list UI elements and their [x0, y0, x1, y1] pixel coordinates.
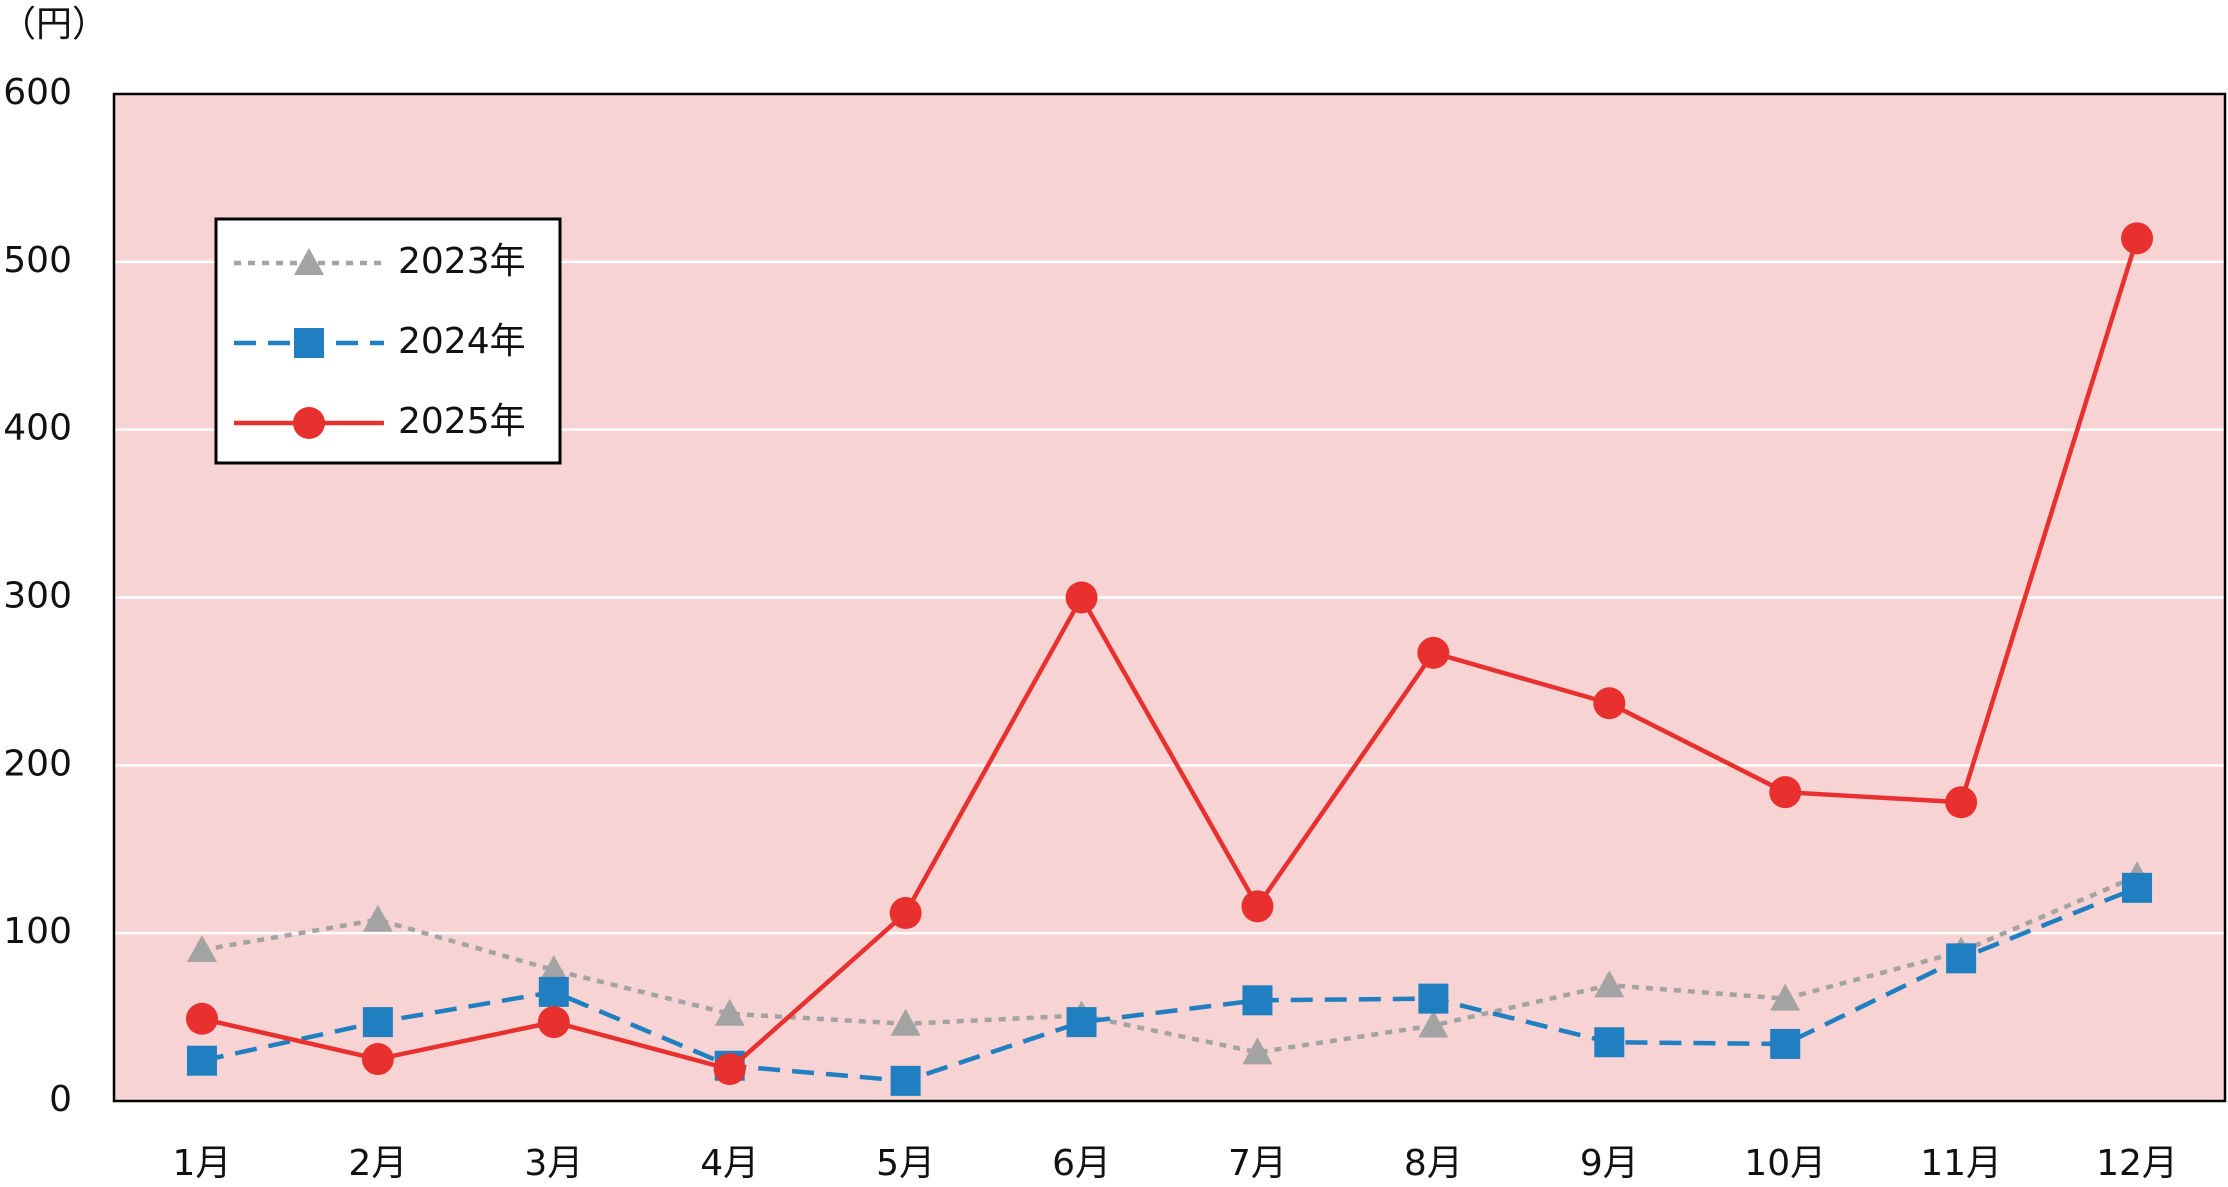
- marker: [1594, 1027, 1625, 1058]
- y-axis-unit: （円）: [0, 4, 108, 45]
- marker: [890, 1008, 921, 1036]
- marker: [1241, 890, 1274, 923]
- marker: [1242, 985, 1273, 1016]
- y-tick-label: 500: [3, 240, 72, 281]
- legend-marker: [294, 328, 324, 358]
- marker: [1418, 1010, 1449, 1038]
- x-tick-label: 3月: [524, 1143, 583, 1184]
- marker: [362, 904, 393, 932]
- marker: [538, 976, 569, 1007]
- x-tick-label: 8月: [1404, 1143, 1463, 1184]
- legend-marker: [294, 248, 324, 275]
- marker: [713, 1053, 746, 1086]
- marker: [1769, 776, 1802, 809]
- marker: [1946, 943, 1977, 974]
- marker: [186, 934, 217, 962]
- marker: [538, 955, 569, 983]
- marker: [1770, 983, 1801, 1011]
- marker: [1065, 581, 1098, 614]
- line: [201, 874, 2138, 1055]
- y-tick-label: 600: [3, 72, 72, 113]
- marker: [537, 1006, 570, 1039]
- x-tick-label: 1月: [173, 1143, 232, 1184]
- legend: 2023年 2024年 2025年: [214, 217, 562, 465]
- y-tick-label: 0: [49, 1079, 72, 1120]
- marker: [1770, 1028, 1801, 1059]
- marker: [1945, 786, 1978, 819]
- marker: [2122, 872, 2153, 903]
- x-tick-label: 4月: [700, 1143, 759, 1184]
- legend-marker: [293, 407, 325, 439]
- x-tick-label: 9月: [1580, 1143, 1639, 1184]
- marker: [1066, 1007, 1097, 1038]
- marker: [1593, 687, 1626, 720]
- marker: [186, 1045, 217, 1076]
- marker: [362, 1007, 393, 1038]
- marker: [1418, 983, 1449, 1014]
- line: [201, 237, 2140, 1072]
- series: [185, 222, 2154, 1086]
- x-tick-label: 7月: [1228, 1143, 1287, 1184]
- plot-border: [112, 92, 2227, 1103]
- y-tick-label: 200: [3, 743, 72, 784]
- y-tick-label: 300: [3, 576, 72, 617]
- series-layer: [185, 222, 2154, 1096]
- x-tick-label: 12月: [2096, 1143, 2178, 1184]
- legend-label: 2023年: [398, 241, 526, 282]
- marker: [2121, 222, 2154, 255]
- series: [186, 872, 2153, 1096]
- marker: [1242, 1037, 1273, 1065]
- marker: [185, 1002, 218, 1035]
- y-tick-label: 100: [3, 911, 72, 952]
- x-tick-label: 11月: [1920, 1143, 2002, 1184]
- legend-label: 2025年: [398, 401, 526, 442]
- x-tick-label: 5月: [876, 1143, 935, 1184]
- marker: [361, 1043, 394, 1076]
- marker: [890, 1065, 921, 1096]
- marker: [889, 897, 922, 930]
- x-tick-label: 2月: [348, 1143, 407, 1184]
- x-tick-label: 6月: [1052, 1143, 1111, 1184]
- marker: [1594, 970, 1625, 998]
- y-tick-label: 400: [3, 408, 72, 449]
- legend-label: 2024年: [398, 321, 526, 362]
- line: [201, 885, 2138, 1084]
- marker: [714, 998, 745, 1026]
- x-tick-label: 10月: [1744, 1143, 1826, 1184]
- marker: [1417, 636, 1450, 669]
